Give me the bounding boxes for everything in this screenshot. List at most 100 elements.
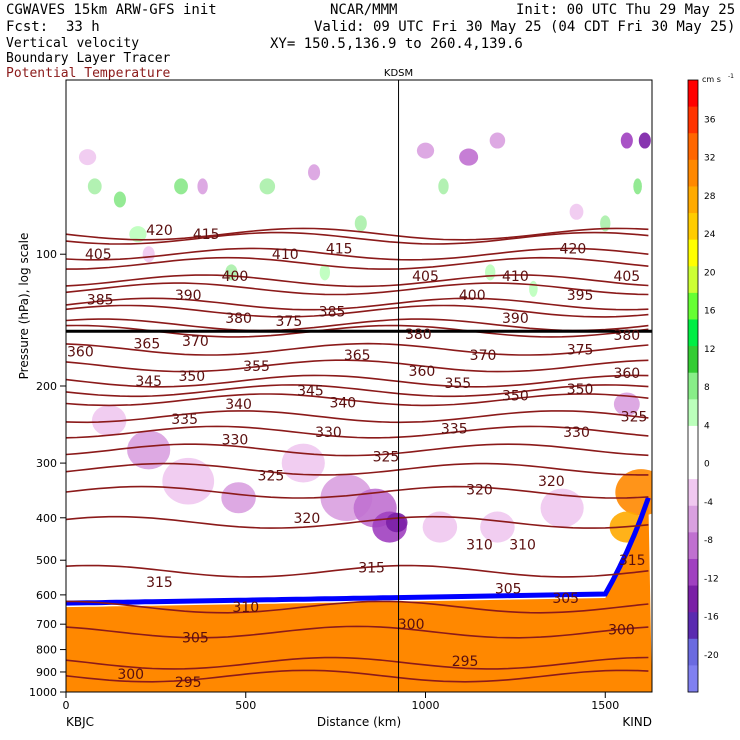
colorbar-segment [688, 159, 698, 187]
theta-contour-350 [66, 393, 649, 407]
shade-cell-3 [174, 178, 188, 195]
theta-label: 385 [319, 304, 346, 320]
theta-label: 300 [608, 623, 635, 639]
shade-cell-11 [600, 215, 611, 232]
shade-cell-7 [354, 215, 367, 232]
boundary-layer-edge [66, 496, 651, 606]
colorbar-unit: cm s [702, 75, 721, 84]
shade-cell-25 [162, 457, 215, 505]
theta-contour-330 [66, 462, 649, 476]
theta-label: 330 [222, 433, 249, 449]
station-label: KDSM [384, 68, 413, 79]
colorbar-tick-label: -8 [704, 536, 713, 546]
theta-label: 400 [222, 269, 249, 285]
theta-label: 305 [495, 581, 522, 597]
colorbar-tick-label: 32 [704, 154, 715, 164]
colorbar-tick-label: -4 [704, 498, 713, 508]
shade-cell-27 [281, 443, 325, 483]
theta-contour-345 [66, 410, 649, 424]
valid-time: Valid: 09 UTC Fri 30 May 25 (04 CDT Fri … [314, 19, 736, 35]
colorbar-segment [688, 80, 698, 108]
shade-cell-8 [438, 178, 449, 195]
shade-cell-22 [638, 132, 651, 149]
theta-label: 375 [276, 314, 303, 330]
theta-contour-labels: 420 415 405 410 415 420 400 405 410 405 385 390 400 3… [67, 223, 647, 691]
theta-label: 300 [117, 667, 144, 683]
colorbar-frame [687, 79, 699, 693]
shade-cell-18 [459, 148, 479, 166]
theta-label: 330 [315, 425, 342, 441]
theta-label: 390 [502, 311, 529, 327]
theta-contour-320 [66, 515, 649, 529]
station-marker: KDSM [384, 68, 413, 692]
field-boundary-layer-tracer: Boundary Layer Tracer [6, 51, 171, 66]
theta-contour-315 [66, 564, 649, 578]
theta-contour-340 [66, 425, 649, 439]
theta-label: 315 [358, 561, 385, 577]
theta-contour-325 [66, 485, 649, 499]
theta-label: 400 [459, 288, 486, 304]
theta-label: 380 [613, 328, 640, 344]
colorbar-unit-exponent: -1 [728, 73, 734, 80]
shade-cell-21 [620, 132, 633, 149]
theta-label: 310 [466, 537, 493, 553]
colorbar-segment [688, 612, 698, 640]
shade-cell-36 [615, 469, 652, 516]
y-tick-label: 600 [36, 589, 57, 602]
theta-contour-415 [66, 231, 649, 245]
theta-label: 320 [294, 511, 321, 527]
theta-contour-305 [66, 625, 649, 639]
theta-label: 310 [509, 537, 536, 553]
colorbar-segment [688, 213, 698, 241]
theta-contours [66, 227, 652, 683]
shade-cell-9 [485, 264, 496, 281]
colorbar-segment [688, 532, 698, 560]
theta-label: 410 [502, 269, 529, 285]
theta-label: 405 [613, 269, 640, 285]
shade-cell-1 [113, 191, 126, 208]
y-axis-label: Pressure (hPa), log scale [17, 233, 31, 380]
x-tick-label: 0 [63, 699, 70, 712]
theta-contour-410 [66, 247, 649, 261]
colorbar-tick-label: 36 [704, 115, 716, 125]
theta-contour-310 [66, 600, 649, 614]
colorbar-tick-label: 4 [704, 421, 710, 431]
theta-contour-335 [66, 443, 649, 457]
colorbar-segment [688, 399, 698, 427]
theta-label: 335 [171, 412, 198, 428]
shade-cell-31 [385, 512, 408, 533]
shade-cell-26 [221, 482, 256, 514]
theta-label: 320 [538, 474, 565, 490]
theta-label: 380 [405, 327, 432, 343]
theta-label: 365 [134, 337, 161, 353]
colorbar-tick-label: 28 [704, 192, 716, 202]
fcst-value: 33 h [66, 19, 100, 35]
theta-label: 315 [146, 575, 173, 591]
fcst-label: Fcst: [6, 19, 49, 35]
theta-label: 315 [619, 553, 646, 569]
theta-contour-295 [66, 669, 649, 683]
model-title: CGWAVES 15km ARW-GFS init [6, 2, 217, 18]
colorbar-tick-label: 0 [704, 460, 710, 470]
shade-cell-6 [319, 264, 331, 281]
shade-cell-17 [416, 142, 435, 159]
theta-label: 345 [135, 374, 162, 390]
left-endpoint-label: KBJC [66, 715, 94, 729]
colorbar-tick-label: -12 [704, 574, 719, 584]
shade-cell-34 [540, 488, 584, 528]
theta-label: 305 [182, 630, 209, 646]
theta-label: 295 [175, 675, 202, 691]
colorbar-segment [688, 292, 698, 320]
theta-label: 420 [146, 223, 173, 239]
theta-contour-395 [66, 282, 649, 296]
theta-contour-405 [66, 256, 649, 270]
shade-cell-2 [129, 226, 147, 243]
colorbar-segment [688, 479, 698, 507]
theta-label: 365 [344, 348, 371, 364]
y-tick-label: 100 [36, 248, 57, 261]
shade-cell-5 [259, 178, 276, 195]
theta-label: 370 [182, 334, 209, 350]
theta-contour-380 [66, 318, 649, 332]
colorbar-segment [688, 239, 698, 267]
theta-contour-365 [66, 359, 649, 373]
